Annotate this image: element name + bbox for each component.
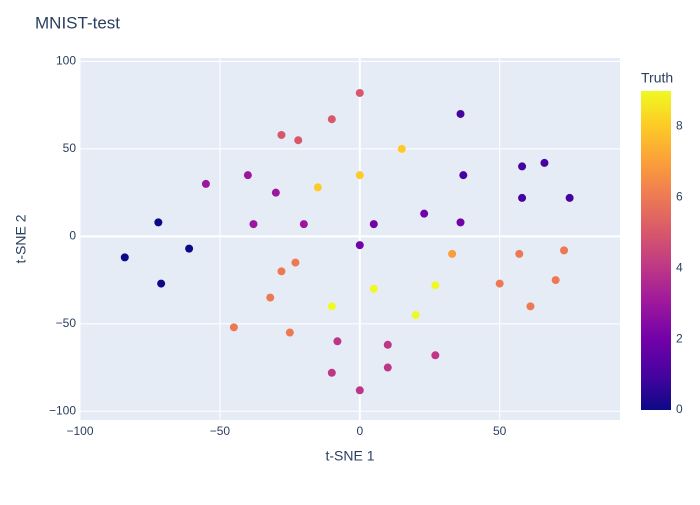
point	[201, 179, 210, 188]
point	[185, 244, 194, 253]
point	[294, 136, 303, 145]
point	[355, 88, 364, 97]
point	[327, 302, 336, 311]
point	[518, 162, 527, 171]
x-axis-title: t-SNE 1	[325, 448, 374, 464]
plot-area	[80, 58, 620, 420]
point	[313, 183, 322, 192]
colorbar-tick-label: 8	[676, 119, 683, 133]
point	[271, 188, 280, 197]
point	[327, 368, 336, 377]
point	[560, 246, 569, 255]
point	[420, 209, 429, 218]
point	[411, 311, 420, 320]
x-tick-label: 0	[356, 424, 363, 438]
point	[355, 171, 364, 180]
point	[229, 323, 238, 332]
point	[154, 218, 163, 227]
point	[277, 267, 286, 276]
point	[355, 386, 364, 395]
point	[291, 258, 300, 267]
point	[327, 115, 336, 124]
x-tick-label: −50	[210, 424, 231, 438]
y-tick-label: −100	[49, 403, 76, 417]
point	[459, 171, 468, 180]
point	[540, 158, 549, 167]
point	[333, 337, 342, 346]
point	[456, 109, 465, 118]
point	[518, 193, 527, 202]
point	[515, 249, 524, 258]
point	[397, 144, 406, 153]
point	[431, 281, 440, 290]
point	[277, 130, 286, 139]
point	[120, 253, 129, 262]
point	[526, 302, 535, 311]
y-tick-label: 100	[56, 54, 76, 68]
point	[551, 276, 560, 285]
point	[355, 241, 364, 250]
y-axis-title: t-SNE 2	[13, 214, 29, 263]
colorbar-tick-label: 2	[676, 331, 683, 345]
point	[285, 328, 294, 337]
point	[383, 340, 392, 349]
point	[249, 220, 258, 229]
point	[369, 284, 378, 293]
colorbar-tick-label: 6	[676, 190, 683, 204]
point	[565, 193, 574, 202]
point	[157, 279, 166, 288]
point	[266, 293, 275, 302]
x-tick-label: −100	[66, 424, 93, 438]
point	[448, 249, 457, 258]
colorbar-tick-label: 0	[676, 402, 683, 416]
point	[495, 279, 504, 288]
point	[431, 351, 440, 360]
point	[243, 171, 252, 180]
colorbar-tick-label: 4	[676, 260, 683, 274]
x-tick-label: 50	[493, 424, 507, 438]
point	[369, 220, 378, 229]
y-tick-label: −50	[56, 316, 77, 330]
colorbar	[641, 91, 671, 410]
point	[456, 218, 465, 227]
chart-title: MNIST-test	[35, 13, 120, 32]
y-tick-label: 50	[63, 141, 77, 155]
point	[383, 363, 392, 372]
point	[299, 220, 308, 229]
colorbar-title: Truth	[641, 70, 673, 86]
y-tick-label: 0	[69, 229, 76, 243]
